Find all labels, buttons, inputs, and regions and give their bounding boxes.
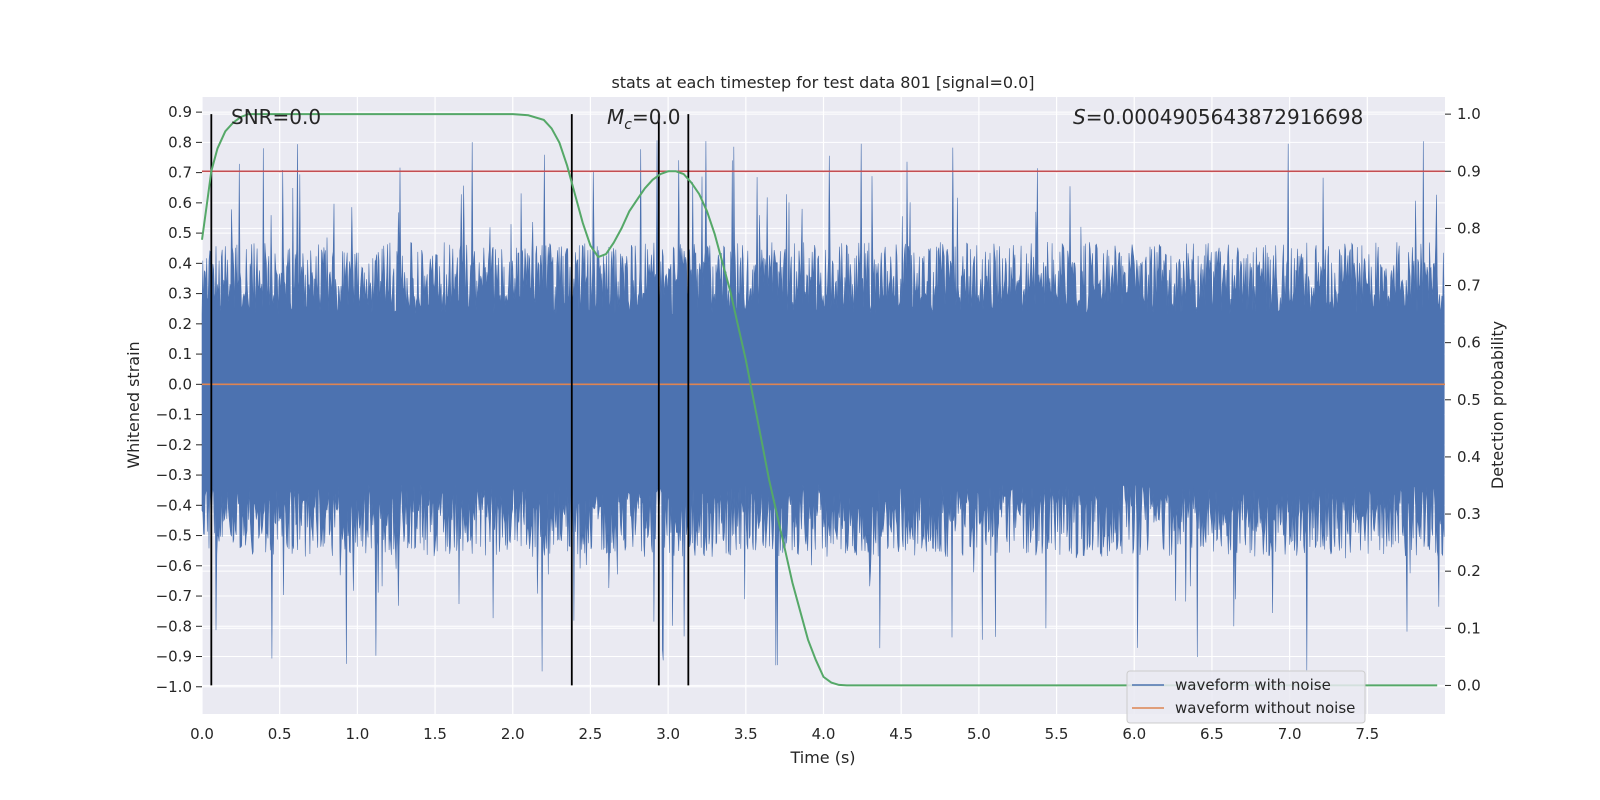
y-tick-label: 0.7 xyxy=(168,164,192,182)
y2-ticks: 1.0 0.9 0.8 0.7 0.6 0.5 0.4 0.3 0.2 0.1 0.0 xyxy=(1445,105,1481,694)
y-tick-label: 0.0 xyxy=(168,375,192,393)
y-tick-label: −0.6 xyxy=(156,557,192,575)
chirp-mass-annotation: Mc=0.0 xyxy=(607,105,681,133)
x-tick-label: 2.5 xyxy=(579,725,603,743)
x-tick-label: 6.5 xyxy=(1200,725,1224,743)
legend-label-noise: waveform with noise xyxy=(1175,676,1331,694)
chart-title: stats at each timestep for test data 801… xyxy=(611,73,1034,92)
chirp-mass-value: =0.0 xyxy=(632,105,681,129)
y-axis-label: Whitened strain xyxy=(124,341,143,468)
noise-waveform-area xyxy=(201,140,1445,672)
x-tick-label: 3.5 xyxy=(734,725,758,743)
s-value: =0.0004905643872916698 xyxy=(1086,105,1364,129)
s-annotation: S=0.0004905643872916698 xyxy=(1073,105,1363,129)
y-tick-label: −0.7 xyxy=(156,587,192,605)
y-tick-label: −0.4 xyxy=(156,496,192,514)
y-tick-label: −1.0 xyxy=(156,678,192,696)
x-tick-label: 0.0 xyxy=(190,725,214,743)
y2-tick-label: 0.8 xyxy=(1457,219,1481,237)
x-tick-label: 5.5 xyxy=(1045,725,1069,743)
legend-box xyxy=(1126,670,1366,724)
y2-tick-label: 0.0 xyxy=(1457,676,1481,694)
vertical-markers xyxy=(210,114,690,686)
y-tick-label: 0.3 xyxy=(168,285,192,303)
y2-tick-label: 0.2 xyxy=(1457,562,1481,580)
x-tick-label: 5.0 xyxy=(967,725,991,743)
x-tick-label: 0.5 xyxy=(268,725,292,743)
legend: waveform with noise waveform without noi… xyxy=(1126,670,1366,724)
y2-tick-label: 0.7 xyxy=(1457,277,1481,295)
y-tick-label: −0.2 xyxy=(156,436,192,454)
y-tick-label: −0.8 xyxy=(156,617,192,635)
y-tick-label: −0.5 xyxy=(156,527,192,545)
x-axis-label: Time (s) xyxy=(789,748,855,767)
y-tick-label: 0.6 xyxy=(168,194,192,212)
y-tick-label: 0.4 xyxy=(168,254,192,272)
x-tick-label: 4.0 xyxy=(812,725,836,743)
y-ticks: 0.9 0.8 0.7 0.6 0.5 0.4 0.3 0.2 0.1 0.0 −0.1 −0.2 −0… xyxy=(156,103,202,696)
y2-tick-label: 0.1 xyxy=(1457,619,1481,637)
x-tick-label: 4.5 xyxy=(889,725,913,743)
y-tick-label: 0.1 xyxy=(168,345,192,363)
y2-tick-label: 0.3 xyxy=(1457,505,1481,523)
snr-annotation: SNR=0.0 xyxy=(231,105,321,129)
x-tick-label: 6.0 xyxy=(1122,725,1146,743)
y2-tick-label: 0.4 xyxy=(1457,448,1481,466)
detection-probability-path xyxy=(201,113,1438,687)
y-tick-label: 0.2 xyxy=(168,315,192,333)
s-symbol: S xyxy=(1073,105,1086,129)
y-tick-label: 0.9 xyxy=(168,103,192,121)
y-tick-label: −0.9 xyxy=(156,648,192,666)
y-tick-label: 0.8 xyxy=(168,133,192,151)
x-ticks: 0.0 0.5 1.0 1.5 2.0 2.5 3.0 3.5 4.0 4.5 5.0 5.5 6.0 6… xyxy=(190,725,1379,743)
x-tick-label: 1.0 xyxy=(345,725,369,743)
y-tick-label: −0.3 xyxy=(156,466,192,484)
y2-tick-label: 0.5 xyxy=(1457,391,1481,409)
y2-tick-label: 1.0 xyxy=(1457,105,1481,123)
noise-waveform xyxy=(201,140,1445,672)
x-tick-label: 3.0 xyxy=(656,725,680,743)
y2-axis-label: Detection probability xyxy=(1488,321,1507,489)
chirp-mass-symbol: M xyxy=(607,105,624,129)
x-tick-label: 7.5 xyxy=(1355,725,1379,743)
y-tick-label: −0.1 xyxy=(156,406,192,424)
chirp-mass-subscript: c xyxy=(624,117,632,133)
x-tick-label: 2.0 xyxy=(501,725,525,743)
y2-tick-label: 0.6 xyxy=(1457,334,1481,352)
detection-probability-curve xyxy=(201,113,1438,687)
legend-label-clean: waveform without noise xyxy=(1175,699,1355,717)
x-tick-label: 7.0 xyxy=(1278,725,1302,743)
y2-tick-label: 0.9 xyxy=(1457,162,1481,180)
x-tick-label: 1.5 xyxy=(423,725,447,743)
y-tick-label: 0.5 xyxy=(168,224,192,242)
